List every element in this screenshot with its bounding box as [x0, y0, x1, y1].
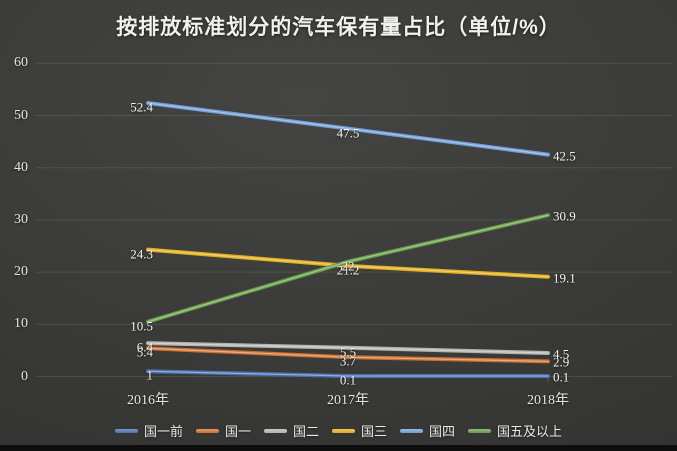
x-tick-label-2: 2018年: [527, 393, 569, 408]
data-label-4-2: 42.5: [553, 148, 576, 164]
series-line-highlight-0: [147, 370, 549, 377]
legend-line-marker-icon: [468, 428, 492, 433]
y-tick-label-10: 10: [14, 316, 28, 332]
legend-label: 国一前: [143, 424, 183, 439]
data-label-2-2: 4.5: [553, 346, 570, 362]
data-label-4-0: 52.4: [130, 99, 153, 115]
legend-label: 国三: [361, 424, 388, 439]
data-label-5-1: 22: [341, 258, 355, 274]
x-tick-label-1: 2017年: [327, 393, 369, 408]
data-label-2-0: 6.4: [136, 339, 153, 355]
data-label-3-1: 21.2: [336, 262, 360, 278]
data-label-1-0: 5.4: [136, 344, 153, 360]
legend-line-marker-icon: [263, 428, 287, 433]
chart-title: 按排放标准划分的汽车保有量占比（单位/%）: [116, 16, 561, 39]
legend-label: 国四: [429, 424, 456, 439]
y-tick-label-60: 60: [14, 55, 28, 71]
data-label-1-1: 3.7: [339, 353, 357, 369]
legend: 国一前 国一 国二 国三 国四 国五及以上: [0, 421, 677, 440]
x-tick-label-0: 2016年: [127, 393, 169, 408]
series-line-highlight-2: [147, 342, 549, 354]
legend-line-marker-icon: [332, 428, 355, 433]
data-label-2-1: 5.5: [339, 344, 357, 360]
legend-item-4: 国四: [400, 421, 455, 440]
series-line-highlight-5: [147, 214, 549, 323]
y-tick-label-0: 0: [21, 368, 28, 384]
series-line-highlight-4: [147, 102, 549, 156]
legend-label: 国一: [224, 424, 251, 439]
series-line-highlight-3: [147, 249, 549, 278]
data-label-0-2: 0.1: [553, 369, 570, 385]
legend-item-5: 国五及以上: [468, 421, 562, 440]
legend-label: 国五及以上: [497, 424, 563, 439]
legend-label: 国二: [292, 424, 319, 439]
legend-item-0: 国一前: [114, 421, 183, 440]
data-label-5-0: 10.5: [130, 318, 153, 334]
legend-line-marker-icon: [114, 428, 138, 433]
legend-line-marker-icon: [195, 428, 219, 433]
data-label-1-2: 2.9: [553, 354, 570, 370]
data-label-4-1: 47.5: [336, 125, 360, 141]
data-label-0-0: 1: [146, 367, 154, 383]
legend-item-1: 国一: [195, 421, 251, 440]
data-label-3-2: 19.1: [553, 270, 576, 286]
legend-line-marker-icon: [400, 428, 424, 433]
series-line-highlight-1: [147, 347, 549, 363]
y-tick-label-30: 30: [14, 211, 28, 227]
data-label-0-1: 0.1: [339, 372, 357, 388]
bottom-letterbox-bar: [0, 445, 677, 451]
y-tick-label-50: 50: [14, 107, 28, 123]
legend-item-3: 国三: [332, 421, 387, 440]
legend-item-2: 国二: [263, 421, 319, 440]
data-label-3-0: 24.3: [130, 246, 153, 262]
data-label-5-2: 30.9: [553, 208, 576, 224]
y-tick-label-40: 40: [14, 159, 28, 175]
y-tick-label-20: 20: [14, 264, 28, 280]
